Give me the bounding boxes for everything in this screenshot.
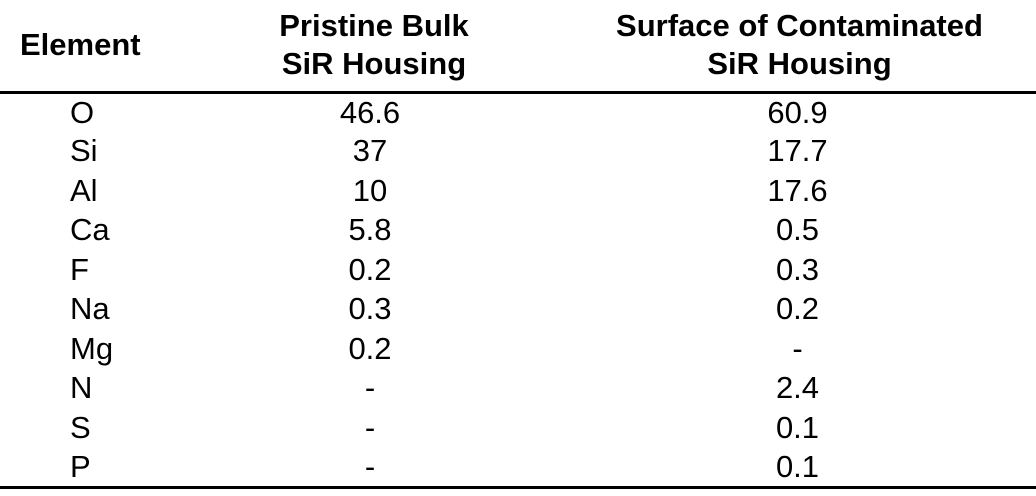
cell-surface-value: 0.5: [775, 212, 820, 248]
cell-bulk-value: 5.8: [348, 212, 392, 248]
header-row: Element Pristine Bulk SiR Housing Surfac…: [0, 0, 1036, 94]
cell-bulk-value: 0.3: [348, 291, 392, 327]
cell-element: N: [70, 370, 93, 406]
cell-bulk-value: 0.2: [348, 330, 392, 366]
header-element-label: Element: [20, 27, 141, 63]
cell-surface-value: 17.7: [767, 133, 828, 169]
cell-bulk-value: -: [185, 447, 563, 489]
cell-element: Na: [70, 291, 110, 327]
table-body: O 46.6 60.9 Si 37 17.7 Al 10 17.6 Ca 5.8…: [0, 92, 1036, 489]
header-contaminated-surface-line1: Surface of Contaminated: [616, 8, 983, 44]
header-pristine-bulk: Pristine Bulk SiR Housing: [185, 0, 563, 94]
cell-bulk-value: -: [364, 370, 376, 406]
header-pristine-bulk-line1: Pristine Bulk: [279, 8, 469, 44]
table-row: F 0.2 0.3: [0, 250, 1036, 290]
header-element: Element: [0, 0, 185, 94]
cell-surface-value: -: [792, 330, 803, 366]
table-row: N - 2.4: [0, 369, 1036, 409]
table-row: Ca 5.8 0.5: [0, 211, 1036, 251]
cell-element: Si: [70, 133, 98, 169]
table-row: Si 37 17.7: [0, 132, 1036, 172]
cell-element: Ca: [70, 212, 110, 248]
table-header: Element Pristine Bulk SiR Housing Surfac…: [0, 0, 1036, 94]
table-row: Na 0.3 0.2: [0, 290, 1036, 330]
cell-surface-value: 0.1: [775, 409, 820, 445]
cell-surface-value: 0.1: [563, 447, 1036, 489]
header-contaminated-surface: Surface of Contaminated SiR Housing: [563, 0, 1036, 94]
cell-element: Mg: [70, 330, 114, 366]
table-row: Mg 0.2 -: [0, 329, 1036, 369]
cell-surface-value: 0.2: [775, 291, 820, 327]
cell-element: P: [0, 447, 185, 489]
table-row: O 46.6 60.9: [0, 92, 1036, 132]
cell-element: O: [70, 94, 95, 130]
header-contaminated-surface-line2: SiR Housing: [707, 46, 892, 82]
cell-bulk-value: 0.2: [348, 251, 392, 287]
cell-surface-value: 60.9: [767, 94, 828, 130]
header-pristine-bulk-line2: SiR Housing: [281, 46, 467, 82]
cell-bulk-value: -: [364, 409, 376, 445]
cell-element: S: [70, 409, 91, 445]
cell-surface-value: 0.3: [775, 251, 820, 287]
cell-surface-value: 2.4: [775, 370, 820, 406]
table-row: S - 0.1: [0, 408, 1036, 448]
cell-element: F: [70, 251, 89, 287]
cell-bulk-value: 10: [352, 172, 388, 208]
table-row: Al 10 17.6: [0, 171, 1036, 211]
table-row: P - 0.1: [0, 447, 1036, 489]
cell-element: Al: [70, 172, 98, 208]
cell-surface-value: 17.6: [767, 172, 828, 208]
cell-bulk-value: 46.6: [339, 94, 401, 130]
cell-bulk-value: 37: [352, 133, 388, 169]
